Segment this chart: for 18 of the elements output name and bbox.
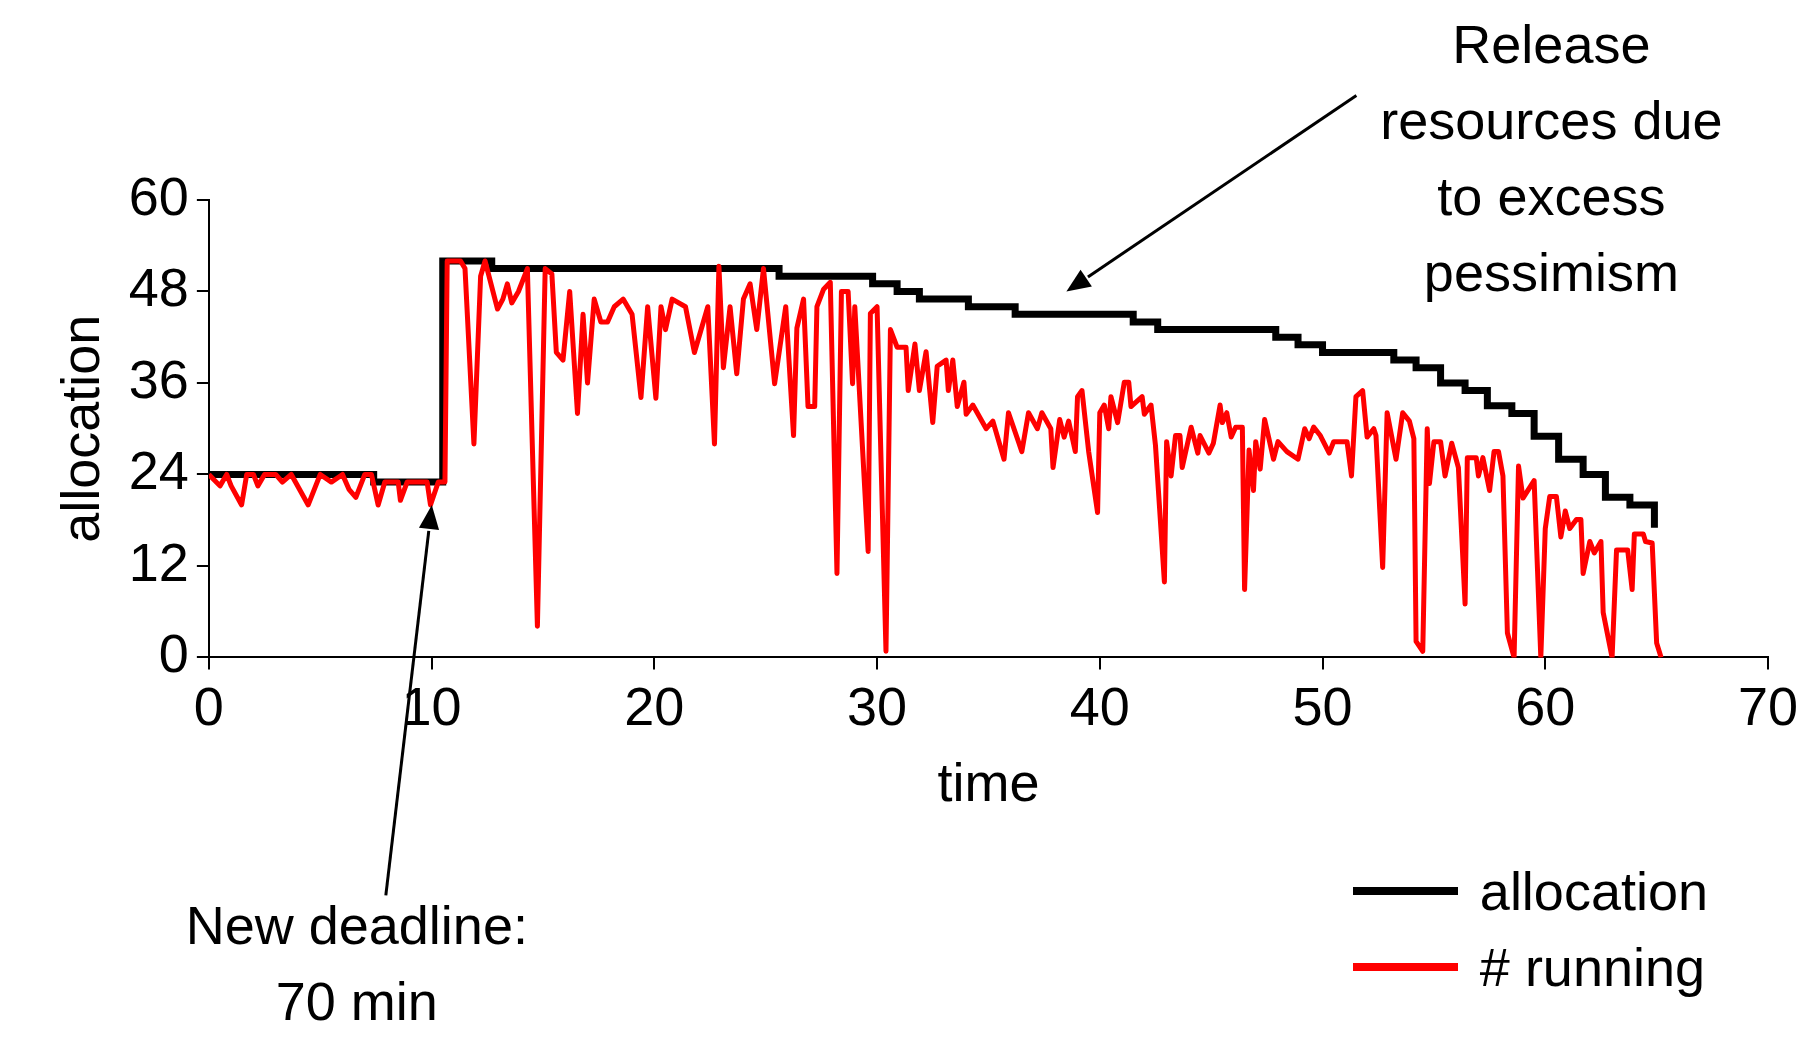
y-tick-label: 36	[128, 348, 189, 409]
x-tick-label: 30	[847, 675, 908, 736]
x-tick-label: 20	[624, 675, 685, 736]
legend-label: # running	[1479, 936, 1706, 998]
y-tick-label: 60	[128, 165, 189, 226]
x-axis-title: time	[937, 752, 1040, 813]
y-tick-label: 48	[128, 257, 189, 318]
y-tick-label: 0	[158, 623, 189, 684]
x-tick-label: 50	[1292, 675, 1353, 736]
y-tick-label: 24	[128, 440, 189, 501]
x-tick-label: 70	[1737, 675, 1799, 736]
y-tick-label: 12	[128, 531, 189, 592]
x-tick-label: 60	[1515, 675, 1576, 736]
text: New deadline: 70 min	[185, 895, 528, 1032]
x-tick-label: 40	[1069, 675, 1130, 736]
legend-label: allocation	[1479, 860, 1708, 922]
annotation: Release resources due to excess pessimism	[1380, 13, 1723, 302]
y-axis-title: allocation	[50, 314, 111, 543]
